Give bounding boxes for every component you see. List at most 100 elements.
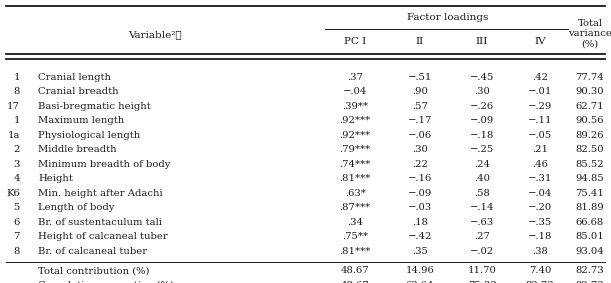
- Text: Variable²⧏: Variable²⧏: [128, 30, 182, 39]
- Text: Middle breadth: Middle breadth: [38, 145, 117, 154]
- Text: −.05: −.05: [528, 131, 552, 140]
- Text: .57: .57: [412, 102, 428, 111]
- Text: .90: .90: [412, 87, 428, 96]
- Text: 62.71: 62.71: [576, 102, 604, 111]
- Text: 8: 8: [13, 87, 20, 96]
- Text: Height: Height: [38, 174, 73, 183]
- Text: 89.26: 89.26: [576, 131, 604, 140]
- Text: .34: .34: [347, 218, 363, 227]
- Text: 85.01: 85.01: [576, 232, 604, 241]
- Text: 66.68: 66.68: [576, 218, 604, 227]
- Text: 48.67: 48.67: [341, 266, 369, 275]
- Text: −.20: −.20: [528, 203, 552, 212]
- Text: III: III: [476, 38, 488, 46]
- Text: −.51: −.51: [408, 73, 432, 82]
- Text: 8: 8: [13, 247, 20, 256]
- Text: −.17: −.17: [408, 116, 432, 125]
- Text: 4: 4: [13, 174, 20, 183]
- Text: 1: 1: [13, 116, 20, 125]
- Text: Minimum breadth of body: Minimum breadth of body: [38, 160, 170, 169]
- Text: 75.33: 75.33: [467, 281, 496, 283]
- Text: −.03: −.03: [408, 203, 432, 212]
- Text: .35: .35: [412, 247, 428, 256]
- Text: 11.70: 11.70: [467, 266, 496, 275]
- Text: 85.52: 85.52: [576, 160, 604, 169]
- Text: −.02: −.02: [470, 247, 494, 256]
- Text: −.16: −.16: [408, 174, 432, 183]
- Text: 93.04: 93.04: [576, 247, 604, 256]
- Text: Min. height after Adachi: Min. height after Adachi: [38, 189, 163, 198]
- Text: .30: .30: [412, 145, 428, 154]
- Text: −.14: −.14: [470, 203, 494, 212]
- Text: 90.30: 90.30: [576, 87, 604, 96]
- Text: −.04: −.04: [528, 189, 552, 198]
- Text: .21: .21: [532, 145, 548, 154]
- Text: .92***: .92***: [339, 131, 371, 140]
- Text: 94.85: 94.85: [576, 174, 604, 183]
- Text: 63.64: 63.64: [406, 281, 434, 283]
- Text: Cranial length: Cranial length: [38, 73, 111, 82]
- Text: Br. of calcaneal tuber: Br. of calcaneal tuber: [38, 247, 147, 256]
- Text: .38: .38: [532, 247, 548, 256]
- Text: 6: 6: [14, 218, 20, 227]
- Text: 82.73: 82.73: [576, 266, 604, 275]
- Text: .39**: .39**: [342, 102, 368, 111]
- Text: −.18: −.18: [528, 232, 552, 241]
- Text: 48.67: 48.67: [341, 281, 369, 283]
- Text: −.26: −.26: [470, 102, 494, 111]
- Text: 75.41: 75.41: [576, 189, 604, 198]
- Text: .42: .42: [532, 73, 548, 82]
- Text: −.63: −.63: [470, 218, 494, 227]
- Text: 90.56: 90.56: [576, 116, 604, 125]
- Text: 82.73: 82.73: [576, 281, 604, 283]
- Text: PC I: PC I: [344, 38, 366, 46]
- Text: IV: IV: [534, 38, 546, 46]
- Text: .27: .27: [474, 232, 490, 241]
- Text: Height of calcaneal tuber: Height of calcaneal tuber: [38, 232, 168, 241]
- Text: .37: .37: [347, 73, 363, 82]
- Text: −.45: −.45: [470, 73, 494, 82]
- Text: II: II: [416, 38, 424, 46]
- Text: 17: 17: [7, 102, 20, 111]
- Text: Br. of sustentaculum tali: Br. of sustentaculum tali: [38, 218, 162, 227]
- Text: Maximum length: Maximum length: [38, 116, 124, 125]
- Text: Factor loadings: Factor loadings: [407, 14, 488, 23]
- Text: .30: .30: [474, 87, 490, 96]
- Text: .75**: .75**: [342, 232, 368, 241]
- Text: 77.74: 77.74: [576, 73, 604, 82]
- Text: .58: .58: [474, 189, 490, 198]
- Text: −.04: −.04: [343, 87, 367, 96]
- Text: .79***: .79***: [339, 145, 371, 154]
- Text: −.01: −.01: [528, 87, 552, 96]
- Text: 7.40: 7.40: [529, 266, 551, 275]
- Text: −.25: −.25: [470, 145, 494, 154]
- Text: .92***: .92***: [339, 116, 371, 125]
- Text: 5: 5: [13, 203, 20, 212]
- Text: 1: 1: [13, 73, 20, 82]
- Text: −.42: −.42: [408, 232, 432, 241]
- Text: .18: .18: [412, 218, 428, 227]
- Text: .46: .46: [532, 160, 548, 169]
- Text: .81***: .81***: [339, 247, 371, 256]
- Text: Cranial breadth: Cranial breadth: [38, 87, 119, 96]
- Text: −.09: −.09: [470, 116, 494, 125]
- Text: −.11: −.11: [528, 116, 552, 125]
- Text: .22: .22: [412, 160, 428, 169]
- Text: −.29: −.29: [528, 102, 552, 111]
- Text: .63*: .63*: [345, 189, 365, 198]
- Text: 3: 3: [13, 160, 20, 169]
- Text: −.06: −.06: [408, 131, 432, 140]
- Text: .24: .24: [474, 160, 490, 169]
- Text: 82.50: 82.50: [576, 145, 604, 154]
- Text: −.09: −.09: [408, 189, 432, 198]
- Text: K6: K6: [6, 189, 20, 198]
- Text: Physiological length: Physiological length: [38, 131, 141, 140]
- Text: .40: .40: [474, 174, 490, 183]
- Text: .87***: .87***: [339, 203, 371, 212]
- Text: Cumulative proportion (%): Cumulative proportion (%): [38, 281, 174, 283]
- Text: 7: 7: [13, 232, 20, 241]
- Text: Total
variance
(%): Total variance (%): [568, 19, 611, 48]
- Text: Basi-bregmatic height: Basi-bregmatic height: [38, 102, 151, 111]
- Text: 2: 2: [13, 145, 20, 154]
- Text: −.18: −.18: [470, 131, 494, 140]
